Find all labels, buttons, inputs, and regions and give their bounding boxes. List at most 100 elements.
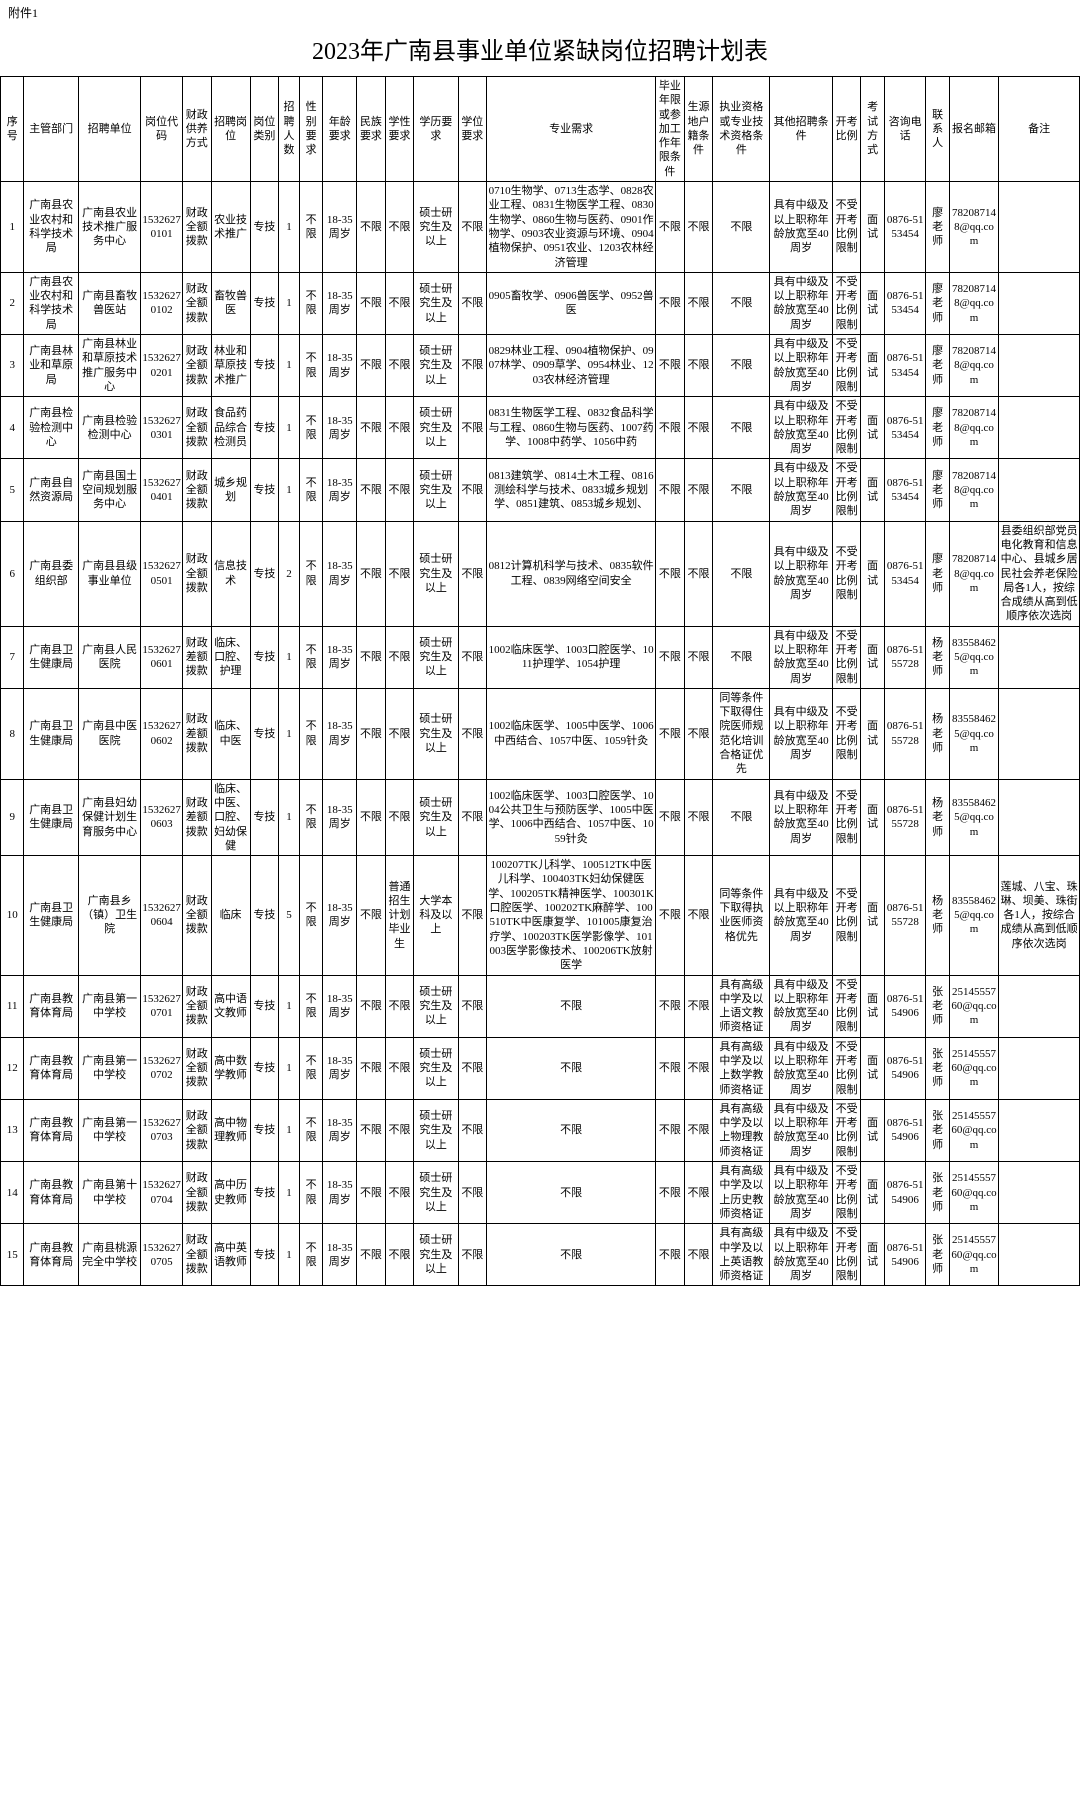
page-title: 2023年广南县事业单位紧缺岗位招聘计划表 [0, 25, 1080, 76]
col-header: 主管部门 [24, 77, 79, 182]
cell-exp: 不限 [656, 521, 685, 626]
cell-exam: 面试 [861, 335, 884, 397]
cell-major: 1002临床医学、1005中医学、1006中西结合、1057中医、1059针灸 [487, 688, 656, 779]
cell-email: 782087148@qq.com [949, 272, 998, 334]
cell-email: 2514555760@qq.com [949, 975, 998, 1037]
header-row: 序号主管部门招聘单位岗位代码财政供养方式招聘岗位岗位类别招聘人数性别要求年龄要求… [1, 77, 1080, 182]
cell-fund: 财政全额拨款 [182, 182, 211, 273]
col-header: 性别要求 [299, 77, 322, 182]
cell-tel: 0876-5154906 [884, 1224, 926, 1286]
cell-major: 0829林业工程、0904植物保护、0907林学、0909草学、0954林业、1… [487, 335, 656, 397]
cell-tel: 0876-5155728 [884, 779, 926, 855]
cell-dept: 广南县自然资源局 [24, 459, 79, 521]
cell-unit: 广南县第一中学校 [78, 1037, 140, 1099]
cell-major: 不限 [487, 1099, 656, 1161]
cell-exp: 不限 [656, 975, 685, 1037]
cell-cert: 同等条件下取得执业医师资格优先 [713, 856, 770, 975]
cell-exp: 不限 [656, 335, 685, 397]
cell-tel: 0876-5153454 [884, 272, 926, 334]
cell-contact: 张老师 [926, 1037, 949, 1099]
cell-deg: 不限 [458, 397, 487, 459]
cell-exam: 面试 [861, 1037, 884, 1099]
cell-cert: 不限 [713, 779, 770, 855]
cell-num: 1 [279, 335, 300, 397]
cell-eth: 不限 [357, 688, 386, 779]
cell-cert: 同等条件下取得住院医师规范化培训合格证优先 [713, 688, 770, 779]
cell-eth: 不限 [357, 397, 386, 459]
cell-deg: 不限 [458, 182, 487, 273]
cell-contact: 廖老师 [926, 182, 949, 273]
cell-edu: 大学本科及以上 [414, 856, 458, 975]
cell-deg: 不限 [458, 1037, 487, 1099]
cell-cat: 专技 [250, 459, 279, 521]
cell-major: 不限 [487, 1037, 656, 1099]
cell-other: 具有中级及以上职称年龄放宽至40周岁 [770, 397, 832, 459]
cell-sex: 不限 [299, 397, 322, 459]
cell-code: 15326270705 [141, 1224, 183, 1286]
cell-cat: 专技 [250, 1037, 279, 1099]
cell-code: 15326270702 [141, 1037, 183, 1099]
cell-note [999, 335, 1080, 397]
cell-sch: 不限 [385, 521, 414, 626]
cell-cert: 不限 [713, 272, 770, 334]
cell-dept: 广南县农业农村和科学技术局 [24, 272, 79, 334]
cell-num: 1 [279, 1162, 300, 1224]
cell-tel: 0876-5154906 [884, 1037, 926, 1099]
cell-major: 不限 [487, 1224, 656, 1286]
cell-code: 15326270201 [141, 335, 183, 397]
cell-ratio: 不受开考比例限制 [832, 182, 861, 273]
cell-orig: 不限 [684, 626, 713, 688]
cell-contact: 廖老师 [926, 272, 949, 334]
cell-eth: 不限 [357, 521, 386, 626]
cell-age: 18-35周岁 [323, 975, 357, 1037]
cell-seq: 12 [1, 1037, 24, 1099]
cell-tel: 0876-5153454 [884, 521, 926, 626]
cell-tel: 0876-5155728 [884, 856, 926, 975]
cell-unit: 广南县第十中学校 [78, 1162, 140, 1224]
cell-ratio: 不受开考比例限制 [832, 459, 861, 521]
table-row: 5广南县自然资源局广南县国土空间规划服务中心15326270401财政全额拨款城… [1, 459, 1080, 521]
cell-fund: 财政全额拨款 [182, 272, 211, 334]
cell-cat: 专技 [250, 335, 279, 397]
cell-sex: 不限 [299, 182, 322, 273]
cell-major: 100207TK儿科学、100512TK中医儿科学、100403TK妇幼保健医学… [487, 856, 656, 975]
cell-contact: 廖老师 [926, 335, 949, 397]
cell-unit: 广南县农业技术推广服务中心 [78, 182, 140, 273]
cell-dept: 广南县农业农村和科学技术局 [24, 182, 79, 273]
cell-age: 18-35周岁 [323, 1162, 357, 1224]
cell-age: 18-35周岁 [323, 626, 357, 688]
cell-tel: 0876-5153454 [884, 182, 926, 273]
cell-edu: 硕士研究生及以上 [414, 182, 458, 273]
cell-exam: 面试 [861, 688, 884, 779]
cell-email: 782087148@qq.com [949, 182, 998, 273]
cell-fund: 财政全额拨款 [182, 1037, 211, 1099]
cell-unit: 广南县中医医院 [78, 688, 140, 779]
cell-deg: 不限 [458, 521, 487, 626]
cell-other: 具有中级及以上职称年龄放宽至40周岁 [770, 521, 832, 626]
cell-edu: 硕士研究生及以上 [414, 1224, 458, 1286]
cell-deg: 不限 [458, 975, 487, 1037]
cell-sch: 不限 [385, 272, 414, 334]
cell-major: 0813建筑学、0814土木工程、0816测绘科学与技术、0833城乡规划学、0… [487, 459, 656, 521]
cell-exam: 面试 [861, 459, 884, 521]
cell-seq: 10 [1, 856, 24, 975]
cell-contact: 张老师 [926, 1224, 949, 1286]
cell-sex: 不限 [299, 459, 322, 521]
cell-contact: 杨老师 [926, 688, 949, 779]
cell-orig: 不限 [684, 688, 713, 779]
cell-code: 15326270704 [141, 1162, 183, 1224]
cell-fund: 财政全额拨款 [182, 521, 211, 626]
col-header: 学性要求 [385, 77, 414, 182]
cell-other: 具有中级及以上职称年龄放宽至40周岁 [770, 856, 832, 975]
col-header: 学位要求 [458, 77, 487, 182]
cell-age: 18-35周岁 [323, 335, 357, 397]
cell-cat: 专技 [250, 626, 279, 688]
cell-exam: 面试 [861, 397, 884, 459]
cell-sch: 普通招生计划毕业生 [385, 856, 414, 975]
attachment-label: 附件1 [0, 0, 1080, 25]
cell-dept: 广南县教育体育局 [24, 1224, 79, 1286]
cell-email: 835584625@qq.com [949, 688, 998, 779]
cell-cat: 专技 [250, 521, 279, 626]
cell-num: 1 [279, 1224, 300, 1286]
cell-contact: 廖老师 [926, 459, 949, 521]
